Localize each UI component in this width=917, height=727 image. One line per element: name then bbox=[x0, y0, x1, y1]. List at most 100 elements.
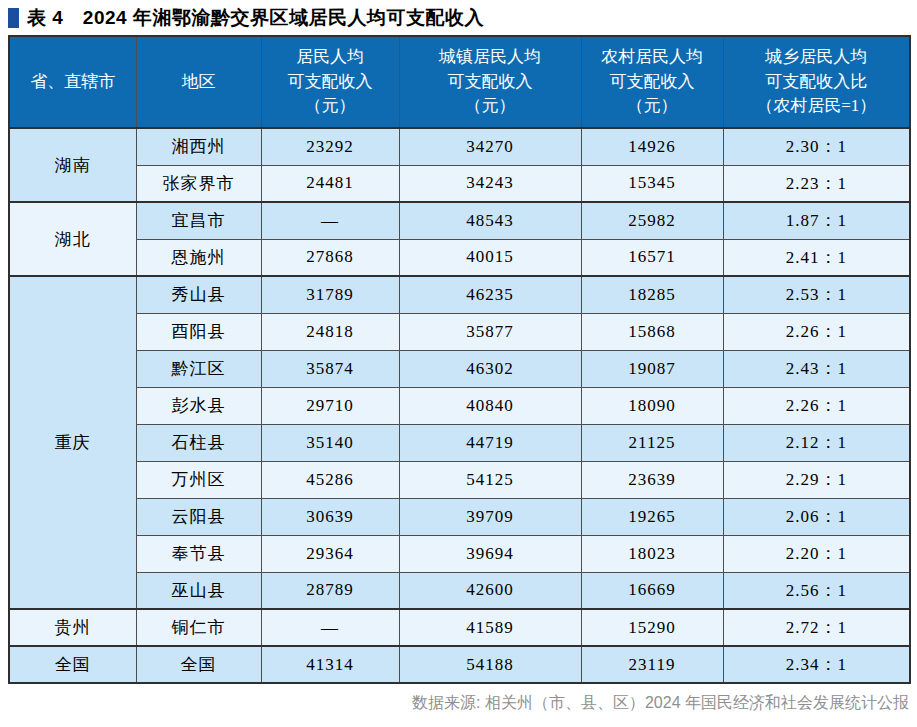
value-cell: 2.53：1 bbox=[723, 276, 910, 313]
table-header: 省、直辖市 地区 居民人均 可支配收入 （元） 城镇居民人均 可支配收入 （元）… bbox=[9, 36, 910, 128]
value-cell: 34270 bbox=[399, 128, 581, 165]
region-cell: 秀山县 bbox=[136, 276, 261, 313]
table-row: 巫山县2878942600166692.56：1 bbox=[9, 572, 910, 609]
province-cell: 全国 bbox=[9, 646, 136, 683]
value-cell: 42600 bbox=[399, 572, 581, 609]
value-cell: 2.72：1 bbox=[723, 609, 910, 646]
value-cell: 25982 bbox=[581, 202, 723, 239]
value-cell: 30639 bbox=[261, 498, 399, 535]
region-cell: 石柱县 bbox=[136, 424, 261, 461]
value-cell: 2.23：1 bbox=[723, 165, 910, 202]
value-cell: 44719 bbox=[399, 424, 581, 461]
table-row: 恩施州2786840015165712.41：1 bbox=[9, 239, 910, 276]
data-source-note: 数据来源: 相关州（市、县、区）2024 年国民经济和社会发展统计公报 bbox=[8, 693, 909, 714]
value-cell: 34243 bbox=[399, 165, 581, 202]
value-cell: 18023 bbox=[581, 535, 723, 572]
table-row: 彭水县2971040840180902.26：1 bbox=[9, 387, 910, 424]
value-cell: 23292 bbox=[261, 128, 399, 165]
table-row: 万州区4528654125236392.29：1 bbox=[9, 461, 910, 498]
region-cell: 黔江区 bbox=[136, 350, 261, 387]
region-cell: 湘西州 bbox=[136, 128, 261, 165]
value-cell: — bbox=[261, 202, 399, 239]
page: 表 4 2024 年湘鄂渝黔交界区域居民人均可支配收入 省、直辖市 地区 居民人… bbox=[0, 0, 917, 714]
region-cell: 全国 bbox=[136, 646, 261, 683]
title-marker-bar bbox=[8, 8, 19, 28]
column-header-rural-income: 农村居民人均 可支配收入 （元） bbox=[581, 36, 723, 128]
region-cell: 万州区 bbox=[136, 461, 261, 498]
value-cell: 35140 bbox=[261, 424, 399, 461]
table-row: 重庆秀山县3178946235182852.53：1 bbox=[9, 276, 910, 313]
value-cell: 23639 bbox=[581, 461, 723, 498]
table-row: 酉阳县2481835877158682.26：1 bbox=[9, 313, 910, 350]
value-cell: 21125 bbox=[581, 424, 723, 461]
column-header-region: 地区 bbox=[136, 36, 261, 128]
income-table: 省、直辖市 地区 居民人均 可支配收入 （元） 城镇居民人均 可支配收入 （元）… bbox=[8, 35, 911, 684]
region-cell: 巫山县 bbox=[136, 572, 261, 609]
value-cell: 2.30：1 bbox=[723, 128, 910, 165]
region-cell: 宜昌市 bbox=[136, 202, 261, 239]
region-cell: 恩施州 bbox=[136, 239, 261, 276]
value-cell: 15290 bbox=[581, 609, 723, 646]
value-cell: 2.20：1 bbox=[723, 535, 910, 572]
table-row: 张家界市2448134243153452.23：1 bbox=[9, 165, 910, 202]
value-cell: 2.41：1 bbox=[723, 239, 910, 276]
value-cell: 40015 bbox=[399, 239, 581, 276]
value-cell: 27868 bbox=[261, 239, 399, 276]
value-cell: — bbox=[261, 609, 399, 646]
value-cell: 39709 bbox=[399, 498, 581, 535]
table-body: 湖南湘西州2329234270149262.30：1张家界市2448134243… bbox=[9, 128, 910, 683]
value-cell: 39694 bbox=[399, 535, 581, 572]
value-cell: 2.43：1 bbox=[723, 350, 910, 387]
value-cell: 45286 bbox=[261, 461, 399, 498]
value-cell: 54188 bbox=[399, 646, 581, 683]
value-cell: 28789 bbox=[261, 572, 399, 609]
value-cell: 19265 bbox=[581, 498, 723, 535]
value-cell: 40840 bbox=[399, 387, 581, 424]
value-cell: 29364 bbox=[261, 535, 399, 572]
value-cell: 15868 bbox=[581, 313, 723, 350]
province-cell: 湖北 bbox=[9, 202, 136, 276]
value-cell: 16571 bbox=[581, 239, 723, 276]
region-cell: 张家界市 bbox=[136, 165, 261, 202]
table-row: 贵州铜仁市—41589152902.72：1 bbox=[9, 609, 910, 646]
value-cell: 24818 bbox=[261, 313, 399, 350]
value-cell: 2.06：1 bbox=[723, 498, 910, 535]
value-cell: 19087 bbox=[581, 350, 723, 387]
value-cell: 2.29：1 bbox=[723, 461, 910, 498]
page-title: 表 4 2024 年湘鄂渝黔交界区域居民人均可支配收入 bbox=[27, 5, 484, 31]
value-cell: 41589 bbox=[399, 609, 581, 646]
province-cell: 重庆 bbox=[9, 276, 136, 609]
value-cell: 46302 bbox=[399, 350, 581, 387]
region-cell: 奉节县 bbox=[136, 535, 261, 572]
value-cell: 2.34：1 bbox=[723, 646, 910, 683]
value-cell: 35874 bbox=[261, 350, 399, 387]
value-cell: 41314 bbox=[261, 646, 399, 683]
region-cell: 酉阳县 bbox=[136, 313, 261, 350]
table-row: 湖南湘西州2329234270149262.30：1 bbox=[9, 128, 910, 165]
value-cell: 18285 bbox=[581, 276, 723, 313]
column-header-ratio: 城乡居民人均 可支配收入比 （农村居民=1） bbox=[723, 36, 910, 128]
value-cell: 2.26：1 bbox=[723, 313, 910, 350]
value-cell: 48543 bbox=[399, 202, 581, 239]
province-cell: 贵州 bbox=[9, 609, 136, 646]
column-header-income: 居民人均 可支配收入 （元） bbox=[261, 36, 399, 128]
value-cell: 2.26：1 bbox=[723, 387, 910, 424]
value-cell: 31789 bbox=[261, 276, 399, 313]
region-cell: 铜仁市 bbox=[136, 609, 261, 646]
table-row: 云阳县3063939709192652.06：1 bbox=[9, 498, 910, 535]
value-cell: 29710 bbox=[261, 387, 399, 424]
region-cell: 彭水县 bbox=[136, 387, 261, 424]
value-cell: 16669 bbox=[581, 572, 723, 609]
province-cell: 湖南 bbox=[9, 128, 136, 202]
value-cell: 2.56：1 bbox=[723, 572, 910, 609]
value-cell: 2.12：1 bbox=[723, 424, 910, 461]
value-cell: 35877 bbox=[399, 313, 581, 350]
value-cell: 14926 bbox=[581, 128, 723, 165]
value-cell: 24481 bbox=[261, 165, 399, 202]
table-row: 石柱县3514044719211252.12：1 bbox=[9, 424, 910, 461]
table-row: 黔江区3587446302190872.43：1 bbox=[9, 350, 910, 387]
value-cell: 46235 bbox=[399, 276, 581, 313]
value-cell: 18090 bbox=[581, 387, 723, 424]
value-cell: 1.87：1 bbox=[723, 202, 910, 239]
table-row: 奉节县2936439694180232.20：1 bbox=[9, 535, 910, 572]
